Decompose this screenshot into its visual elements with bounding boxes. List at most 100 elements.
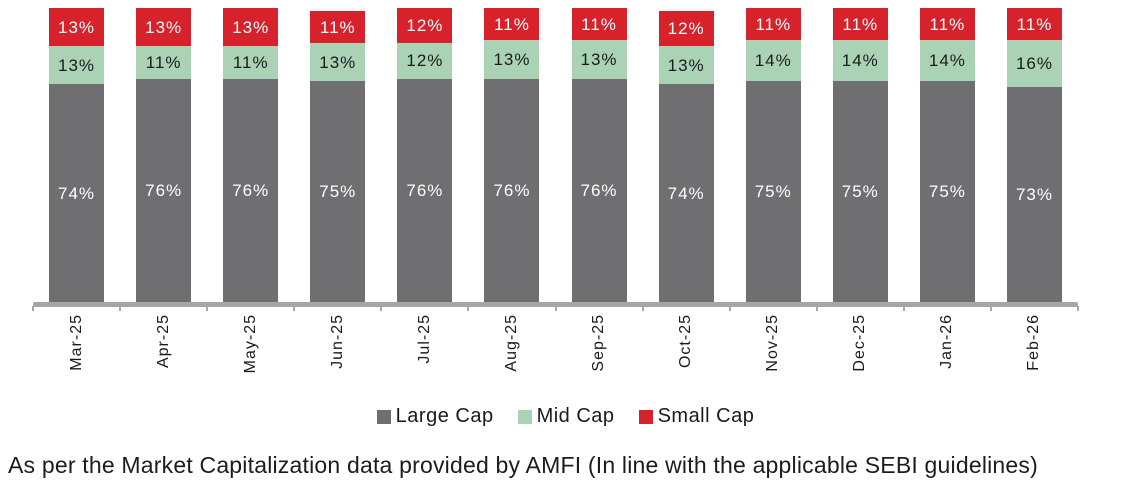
legend-label: Large Cap	[395, 405, 494, 427]
bar-oct-25: 12% 13% 74%	[658, 10, 714, 302]
bar-jul-25: 12% 12% 76%	[397, 8, 453, 302]
bar-segment-large-cap: 73%	[1006, 87, 1062, 302]
segment-value-label: 12%	[667, 19, 705, 39]
segment-value-label: 13%	[493, 49, 531, 69]
bar-segment-small-cap: 11%	[310, 10, 366, 44]
segment-value-label: 13%	[232, 17, 270, 37]
x-axis-label-dec-25: Dec-25	[851, 314, 869, 372]
tick-mark	[380, 306, 383, 311]
segment-value-label: 76%	[580, 180, 618, 200]
segment-value-label: 76%	[145, 180, 183, 200]
tick-mark	[902, 306, 905, 311]
bar-segment-mid-cap: 14%	[832, 40, 888, 82]
x-axis-label-jul-25: Jul-25	[415, 314, 433, 364]
segment-value-label: 13%	[580, 49, 618, 69]
tick-mark	[293, 306, 296, 311]
bar-nov-25: 11% 14% 75%	[745, 8, 801, 302]
bar-segment-mid-cap: 14%	[745, 40, 801, 82]
segment-value-label: 16%	[1015, 54, 1053, 74]
bar-segment-mid-cap: 11%	[136, 46, 192, 79]
x-axis-label-jun-25: Jun-25	[328, 314, 346, 369]
bar-segment-large-cap: 75%	[919, 81, 975, 302]
segment-value-label: 75%	[841, 182, 879, 202]
bar-segment-large-cap: 74%	[49, 84, 105, 302]
tick-mark	[119, 306, 122, 311]
bar-segment-mid-cap: 16%	[1006, 40, 1062, 88]
segment-value-label: 12%	[406, 51, 444, 71]
bar-segment-mid-cap: 12%	[397, 43, 453, 79]
segment-value-label: 13%	[667, 55, 705, 75]
bar-segment-mid-cap: 13%	[571, 40, 627, 79]
x-axis-label-jan-26: Jan-26	[938, 314, 956, 369]
segment-value-label: 76%	[232, 180, 270, 200]
segment-value-label: 11%	[145, 52, 182, 72]
legend: Large Cap Mid Cap Small Cap	[0, 405, 1131, 428]
bar-segment-large-cap: 74%	[658, 84, 714, 302]
tick-mark	[989, 306, 992, 311]
bar-segment-mid-cap: 13%	[658, 46, 714, 85]
tick-mark	[815, 306, 818, 311]
bar-segment-mid-cap: 11%	[223, 46, 279, 79]
segment-value-label: 74%	[667, 183, 705, 203]
segment-value-label: 74%	[58, 183, 96, 203]
bar-apr-25: 13% 11% 76%	[136, 8, 192, 302]
bar-segment-small-cap: 11%	[919, 8, 975, 41]
bar-segment-large-cap: 75%	[832, 81, 888, 302]
segment-value-label: 13%	[58, 17, 96, 37]
segment-value-label: 76%	[406, 180, 444, 200]
bar-segment-small-cap: 11%	[1006, 8, 1062, 41]
bar-sep-25: 11% 13% 76%	[571, 8, 627, 302]
segment-value-label: 13%	[58, 55, 96, 75]
bar-segment-large-cap: 75%	[745, 81, 801, 302]
segment-value-label: 11%	[929, 14, 966, 34]
tick-mark	[206, 306, 209, 311]
bar-segment-small-cap: 13%	[49, 8, 105, 47]
x-axis-label-nov-25: Nov-25	[764, 314, 782, 372]
segment-value-label: 73%	[1015, 185, 1053, 205]
segment-value-label: 11%	[319, 17, 356, 37]
tick-mark	[728, 306, 731, 311]
tick-mark	[1077, 306, 1079, 311]
bar-may-25: 13% 11% 76%	[223, 8, 279, 302]
segment-value-label: 14%	[841, 51, 879, 71]
bar-segment-mid-cap: 13%	[49, 46, 105, 85]
x-axis-label-feb-26: Feb-26	[1025, 314, 1043, 371]
bar-segment-large-cap: 76%	[136, 78, 192, 302]
segment-value-label: 14%	[754, 51, 792, 71]
x-axis-line	[33, 302, 1078, 307]
bar-segment-mid-cap: 14%	[919, 40, 975, 82]
segment-value-label: 75%	[754, 182, 792, 202]
segment-value-label: 11%	[232, 52, 269, 72]
x-axis-label-mar-25: Mar-25	[67, 314, 85, 371]
tick-mark	[554, 306, 557, 311]
bar-segment-small-cap: 11%	[832, 8, 888, 41]
segment-value-label: 13%	[319, 52, 357, 72]
chart-caption: As per the Market Capitalization data pr…	[8, 452, 1038, 478]
bar-segment-small-cap: 13%	[223, 8, 279, 47]
legend-swatch-small-cap	[638, 409, 653, 424]
bar-mar-25: 13% 13% 74%	[49, 8, 105, 302]
bar-segment-mid-cap: 13%	[310, 43, 366, 82]
bar-segment-small-cap: 11%	[571, 8, 627, 41]
segment-value-label: 75%	[319, 182, 357, 202]
bar-segment-large-cap: 76%	[223, 78, 279, 302]
bar-segment-small-cap: 11%	[745, 8, 801, 41]
segment-value-label: 11%	[755, 14, 792, 34]
bar-dec-25: 11% 14% 75%	[832, 8, 888, 302]
bar-segment-large-cap: 76%	[571, 78, 627, 302]
bar-segment-large-cap: 76%	[397, 78, 453, 302]
segment-value-label: 11%	[1016, 14, 1053, 34]
tick-mark	[32, 306, 34, 311]
legend-swatch-large-cap	[376, 409, 391, 424]
segment-value-label: 14%	[928, 51, 966, 71]
tick-mark	[467, 306, 470, 311]
legend-item-large-cap: Large Cap	[376, 405, 494, 428]
legend-label: Mid Cap	[536, 405, 615, 427]
x-axis-label-apr-25: Apr-25	[154, 314, 172, 369]
segment-value-label: 13%	[145, 17, 183, 37]
x-axis-label-oct-25: Oct-25	[677, 314, 695, 369]
bar-segment-large-cap: 76%	[484, 78, 540, 302]
bar-segment-mid-cap: 13%	[484, 40, 540, 79]
legend-label: Small Cap	[657, 405, 755, 427]
